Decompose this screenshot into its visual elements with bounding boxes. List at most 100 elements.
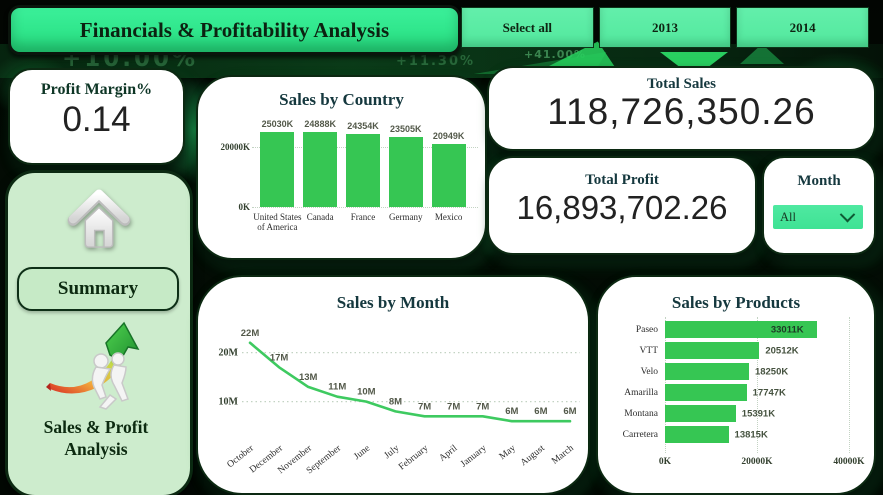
country-category-label: United States of America — [253, 212, 302, 233]
product-value-label: 18250K — [754, 366, 789, 377]
product-bar-track: 15391K — [665, 405, 849, 422]
product-value-label: 13815K — [734, 429, 768, 440]
product-category-label: Montana — [624, 408, 658, 419]
country-bar[interactable] — [303, 132, 338, 207]
product-category-label: VTT — [639, 345, 658, 356]
month-category-label: April — [438, 443, 460, 463]
product-bar[interactable] — [665, 342, 760, 359]
month-point-value-label: 7M — [447, 401, 460, 412]
slicer-2013-button[interactable]: 2013 — [598, 7, 732, 48]
month-point-value-label: 6M — [534, 406, 547, 417]
product-category-label: Paseo — [635, 324, 658, 335]
growth-arrow-icon — [46, 321, 140, 410]
slicer-label: Select all — [502, 19, 553, 35]
month-category-label: May — [498, 443, 518, 462]
sales-by-products-chart: Sales by Products 0K 20000K 40000K Paseo 330… — [596, 275, 876, 495]
product-row: Carretera 13815K — [606, 426, 849, 443]
country-bar[interactable] — [260, 131, 295, 207]
sales-by-products-title: Sales by Products — [671, 293, 801, 312]
month-point-value-label: 7M — [418, 401, 431, 412]
gridline — [252, 207, 478, 208]
sales-by-month-chart: Sales by Month 20M 10M 22M October 17M Decemb… — [196, 275, 590, 495]
month-sales-line[interactable] — [248, 341, 572, 423]
summary-label: Summary — [57, 278, 139, 299]
home-button[interactable] — [8, 183, 190, 255]
year-slicer: Select all 2013 2014 — [461, 7, 870, 48]
y-axis-tick-label: 20M — [219, 348, 239, 359]
sales-profit-analysis-label: Sales & Profit Analysis — [43, 417, 149, 459]
dashboard-title: Financials & Profitability Analysis — [8, 5, 461, 55]
background-ticker-text: +41.00% — [524, 48, 587, 61]
month-filter-title: Month — [797, 173, 841, 189]
month-point-value-label: 22M — [241, 328, 260, 339]
home-icon — [67, 189, 131, 248]
gridline — [757, 317, 758, 453]
month-point-value-label: 7M — [476, 401, 489, 412]
product-bar-track: 20512K — [665, 342, 849, 359]
month-category-label: August — [519, 443, 547, 468]
month-point-value-label: 13M — [299, 372, 318, 383]
dashboard-title-text: Financials & Profitability Analysis — [79, 17, 390, 42]
total-profit-value: 16,893,702.26 — [516, 189, 728, 226]
month-point-value-label: 10M — [357, 387, 376, 398]
y-axis-tick-label: 20000K — [220, 142, 250, 152]
x-axis-tick-label: 20000K — [741, 457, 773, 467]
total-sales-card: Total Sales 118,726,350.26 — [487, 66, 876, 151]
product-bar-track: 33011K — [665, 321, 849, 338]
sidebar-item-summary[interactable]: Summary — [17, 267, 179, 311]
gridline — [849, 317, 850, 453]
product-bar[interactable] — [665, 384, 747, 401]
month-category-label: June — [352, 443, 372, 462]
y-axis-tick-label: 0K — [238, 202, 250, 212]
sales-by-month-title: Sales by Month — [336, 293, 450, 312]
total-profit-card: Total Profit 16,893,702.26 — [487, 156, 757, 255]
country-bar[interactable] — [346, 133, 380, 207]
country-category-label: Mexico — [434, 212, 463, 222]
total-profit-title: Total Profit — [585, 172, 659, 188]
product-row: VTT 20512K — [606, 342, 849, 359]
product-value-label: 20512K — [765, 345, 799, 356]
country-bar-value-label: 23505K — [390, 123, 422, 134]
month-category-label: February — [397, 443, 430, 472]
product-bar[interactable] — [665, 321, 817, 338]
month-point-value-label: 8M — [389, 396, 402, 407]
month-dropdown[interactable]: All — [773, 205, 863, 229]
month-point-value-label: 17M — [270, 352, 289, 363]
month-category-label: July — [383, 443, 402, 461]
chevron-down-icon — [839, 206, 856, 222]
sales-profit-analysis-button[interactable] — [8, 321, 190, 413]
product-bar[interactable] — [665, 405, 736, 422]
slicer-label: 2014 — [789, 19, 816, 35]
product-value-label: 33011K — [770, 324, 804, 335]
country-bar[interactable] — [388, 136, 423, 207]
sales-by-country-chart: Sales by Country 0K 20000K 25030K United St… — [196, 75, 487, 260]
product-category-label: Carretera — [622, 429, 658, 440]
month-point-value-label: 6M — [505, 406, 518, 417]
country-category-label: Canada — [306, 212, 334, 222]
country-bar[interactable] — [431, 144, 466, 207]
profit-margin-card: Profit Margin% 0.14 — [8, 68, 185, 165]
sales-by-country-title: Sales by Country — [279, 90, 404, 109]
slicer-select-all-button[interactable]: Select all — [461, 7, 594, 48]
sales-by-products-plot: 0K 20000K 40000K Paseo 33011K VTT 20512K Velo 18… — [598, 317, 874, 481]
product-row: Paseo 33011K — [606, 321, 849, 338]
product-bar-track: 13815K — [665, 426, 849, 443]
month-point-value-label: 11M — [328, 382, 346, 393]
product-bar[interactable] — [665, 363, 749, 380]
x-axis-tick-label: 0K — [658, 457, 672, 467]
product-value-label: 15391K — [741, 408, 776, 419]
x-axis-tick-label: 40000K — [833, 457, 865, 467]
product-bar[interactable] — [665, 426, 729, 443]
month-point-value-label: 6M — [563, 406, 576, 417]
y-axis-tick-label: 10M — [219, 397, 239, 408]
product-value-label: 17747K — [752, 387, 786, 398]
slicer-2014-button[interactable]: 2014 — [736, 7, 870, 48]
country-category-label: Germany — [389, 212, 423, 222]
product-category-label: Amarilla — [624, 387, 658, 398]
country-bar-value-label: 25030K — [261, 118, 294, 129]
month-category-label: January — [459, 443, 489, 469]
country-bar-value-label: 24888K — [304, 119, 336, 130]
sidebar-nav-panel: Summary — [5, 170, 193, 495]
sales-by-month-plot: 20M10M22MOctober17MDecember13MNovember11… — [219, 328, 580, 476]
